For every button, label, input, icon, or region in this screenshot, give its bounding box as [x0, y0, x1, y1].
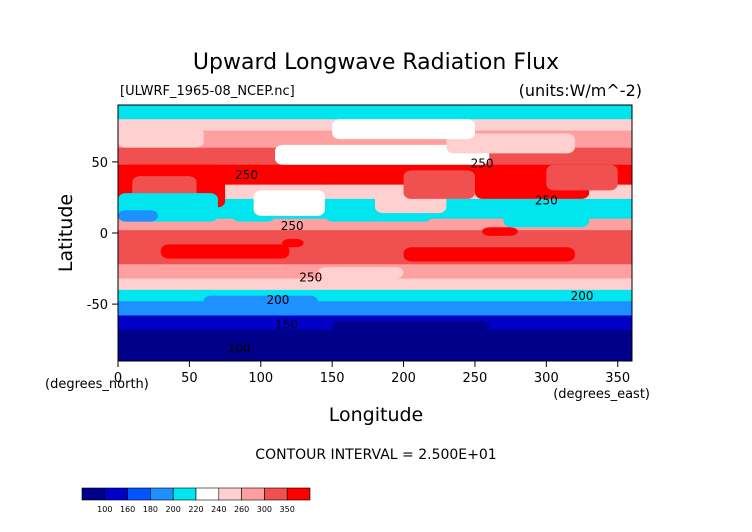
contour-label: 200: [266, 293, 289, 307]
y-unit-label: (degrees_north): [45, 377, 149, 392]
heat-band: [118, 218, 632, 231]
heat-feature: [160, 244, 290, 259]
heat-feature: [446, 133, 575, 154]
colorbar-label: 160: [120, 505, 135, 514]
x-tick-label: 0: [114, 371, 122, 386]
contour-label: 250: [535, 194, 558, 208]
contour-label: 250: [235, 168, 258, 182]
contour-label: 200: [571, 289, 594, 303]
heat-feature: [118, 341, 632, 361]
contour-label: 150: [275, 317, 298, 331]
heat-feature: [118, 210, 158, 222]
heat-feature: [332, 119, 475, 140]
dataset-label: [ULWRF_1965-08_NCEP.nc]: [120, 84, 295, 99]
colorbar-label: 200: [166, 505, 181, 514]
contour-label: 250: [471, 157, 494, 171]
heat-feature: [403, 247, 575, 262]
contour-interval-note: CONTOUR INTERVAL = 2.500E+01: [255, 447, 496, 463]
colorbar: 100 160 180 200 220 240 260 300 350: [81, 487, 311, 514]
colorbar-label: 100: [97, 505, 112, 514]
heat-feature: [332, 321, 490, 333]
colorbar-swatch: [218, 487, 242, 501]
x-tick-label: 100: [248, 371, 273, 386]
chart-title: Upward Longwave Radiation Flux: [193, 50, 559, 75]
colorbar-label: 180: [143, 505, 158, 514]
y-tick-label: -50: [87, 298, 108, 313]
heat-band: [118, 278, 632, 291]
x-axis-title: Longitude: [329, 404, 424, 426]
x-tick-label: 200: [391, 371, 416, 386]
colorbar-label: 300: [257, 505, 272, 514]
heat-feature: [489, 304, 632, 313]
x-unit-label: (degrees_east): [553, 387, 650, 402]
heat-feature: [282, 238, 304, 248]
colorbar-label: 240: [211, 505, 226, 514]
heat-feature: [503, 210, 590, 228]
colorbar-swatch: [81, 487, 106, 501]
colorbar-swatch: [150, 487, 174, 501]
colorbar-label: 220: [188, 505, 203, 514]
heat-band: [118, 289, 632, 302]
x-tick-label: 250: [463, 371, 488, 386]
colorbar-swatch: [195, 487, 220, 501]
contour-label: 250: [281, 219, 304, 233]
heat-band: [118, 105, 632, 120]
colorbar-swatch: [264, 487, 288, 501]
colorbar-label: 260: [234, 505, 249, 514]
heat-feature: [118, 127, 204, 148]
y-tick-label: 50: [91, 156, 108, 171]
heat-feature: [118, 318, 204, 327]
x-axis: 0 50 100 150 200 250 300 350: [114, 361, 630, 386]
colorbar-swatch: [286, 487, 311, 501]
heat-feature: [546, 164, 618, 191]
colorbar-swatch: [127, 487, 151, 501]
heat-feature: [317, 267, 404, 279]
x-tick-label: 50: [181, 371, 198, 386]
y-axis: -50 0 50: [87, 156, 118, 313]
heat-feature: [275, 144, 490, 165]
y-tick-label: 0: [100, 227, 108, 242]
x-tick-label: 150: [320, 371, 345, 386]
heatmap-features: [118, 119, 632, 361]
heat-feature: [403, 170, 475, 199]
heat-feature: [203, 295, 318, 307]
colorbar-swatch: [104, 487, 128, 501]
heat-feature: [482, 227, 518, 236]
plot-area: 250 250 250 250 250 200 200 150 100: [117, 104, 633, 362]
x-tick-label: 350: [605, 371, 630, 386]
colorbar-swatch: [172, 487, 197, 501]
y-axis-title: Latitude: [55, 194, 77, 272]
contour-label: 100: [228, 341, 251, 355]
contour-labels: 250 250 250 250 250 200 200 150 100: [228, 157, 594, 356]
units-label: (units:W/m^-2): [519, 81, 642, 100]
colorbar-label: 350: [280, 505, 295, 514]
contour-label: 250: [299, 270, 322, 284]
colorbar-swatch: [241, 487, 265, 501]
heat-feature: [253, 190, 326, 216]
x-tick-label: 300: [534, 371, 559, 386]
